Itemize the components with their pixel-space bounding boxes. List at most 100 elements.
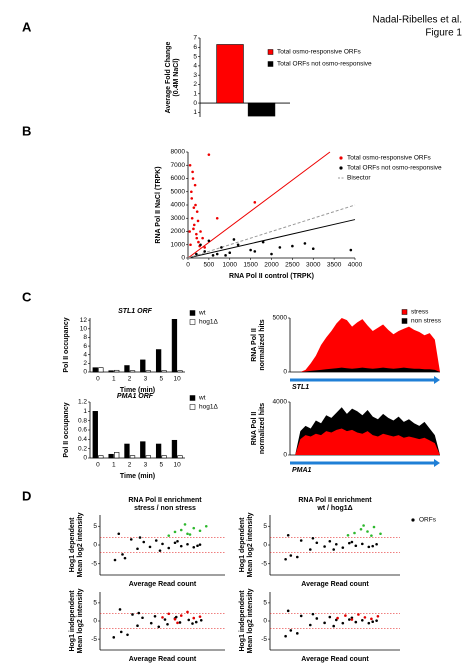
point — [191, 170, 194, 174]
y-axis-label: Hog1 dependent — [239, 517, 246, 573]
x-axis-label: Average Read count — [129, 581, 197, 588]
bar — [155, 349, 162, 373]
point — [270, 252, 273, 256]
point — [359, 527, 363, 531]
y-tick-label: 5000 — [171, 188, 186, 195]
point — [323, 545, 326, 548]
point — [194, 620, 198, 624]
point — [157, 625, 161, 629]
point — [335, 618, 338, 622]
y-tick-label: 0.4 — [78, 436, 87, 443]
y-axis-label: Mean log2 intensity — [77, 588, 84, 653]
point — [228, 251, 232, 254]
point — [167, 534, 171, 537]
fit-line — [187, 151, 331, 259]
x-tick-label: 0 — [96, 376, 100, 383]
point — [161, 542, 164, 546]
bar — [108, 370, 114, 373]
y-tick-label: -5 — [261, 560, 267, 567]
point — [198, 543, 202, 546]
legend-swatch — [267, 61, 274, 67]
point — [129, 538, 133, 541]
x-tick-label: 3 — [144, 376, 148, 383]
y-tick-label: 8000 — [171, 149, 186, 156]
point — [253, 201, 257, 204]
y-axis-label: Hog1 dependent — [69, 517, 76, 573]
bar — [140, 359, 146, 373]
point — [186, 532, 189, 536]
x-tick-label: 500 — [203, 262, 214, 269]
gene-label: STL1 — [292, 384, 309, 391]
y-tick-label: 0 — [283, 452, 287, 459]
bar — [108, 453, 114, 459]
x-tick-label: 10 — [173, 462, 181, 469]
y-axis-label: Hog1 independent — [69, 590, 76, 652]
point — [126, 633, 129, 637]
point — [286, 609, 290, 613]
point — [196, 544, 199, 548]
x-axis-label: Time (min) — [120, 473, 155, 480]
y-axis-label: normalized hits — [259, 319, 266, 370]
point — [309, 548, 312, 551]
point — [195, 252, 198, 256]
point — [141, 616, 144, 620]
bar — [145, 370, 151, 373]
y-tick-label: 0.6 — [78, 427, 87, 434]
y-tick-label: 3000 — [171, 215, 186, 222]
legend-label: wt — [198, 310, 206, 317]
legend-label: Total osmo-responsive ORFs — [347, 155, 432, 162]
area — [290, 367, 440, 372]
point — [190, 197, 194, 200]
legend-label: ORFs — [419, 517, 437, 524]
y-tick-label: 5 — [193, 53, 197, 60]
point — [328, 615, 332, 619]
x-tick-label: 2 — [128, 376, 132, 383]
point — [192, 526, 196, 530]
chart-title: RNA Pol II enrichment — [128, 497, 202, 504]
panel-letter: D — [22, 488, 31, 503]
gene-arrow-head — [434, 459, 440, 467]
point — [350, 618, 354, 621]
point — [350, 540, 354, 544]
y-tick-label: 4 — [83, 351, 87, 358]
point — [192, 227, 195, 231]
point — [315, 617, 319, 620]
gene-arrow — [290, 461, 434, 465]
chart-title: STL1 ORF — [118, 308, 153, 315]
y-tick-label: 0 — [263, 542, 267, 549]
point — [203, 250, 206, 253]
y-tick-label: 2000 — [171, 228, 186, 235]
x-tick-label: 1 — [112, 376, 116, 383]
point — [192, 545, 196, 549]
point — [117, 532, 121, 536]
y-axis-label: RNA Pol II — [251, 412, 258, 446]
y-tick-label: 5 — [263, 600, 267, 607]
bar — [177, 455, 183, 459]
author: Nadal-Ribelles et al. — [373, 15, 463, 26]
point — [197, 240, 200, 244]
y-tick-label: 1000 — [171, 241, 186, 248]
point — [215, 216, 219, 220]
point — [179, 528, 183, 532]
point — [192, 223, 196, 227]
legend-label: wt — [198, 395, 206, 402]
point — [176, 621, 179, 625]
point — [370, 617, 373, 621]
legend-swatch — [339, 166, 343, 170]
point — [112, 636, 116, 639]
bar — [129, 370, 136, 373]
point — [311, 536, 315, 540]
y-tick-label: -5 — [91, 636, 97, 643]
panel-letter: A — [22, 19, 32, 34]
y-tick-label: -5 — [91, 560, 97, 567]
point — [296, 632, 299, 635]
point — [376, 614, 380, 618]
point — [375, 619, 378, 622]
point — [315, 541, 319, 545]
y-tick-label: 8 — [83, 334, 87, 341]
bar — [161, 370, 167, 373]
bar — [247, 102, 276, 117]
point — [328, 539, 332, 543]
y-tick-label: 0 — [181, 255, 185, 262]
